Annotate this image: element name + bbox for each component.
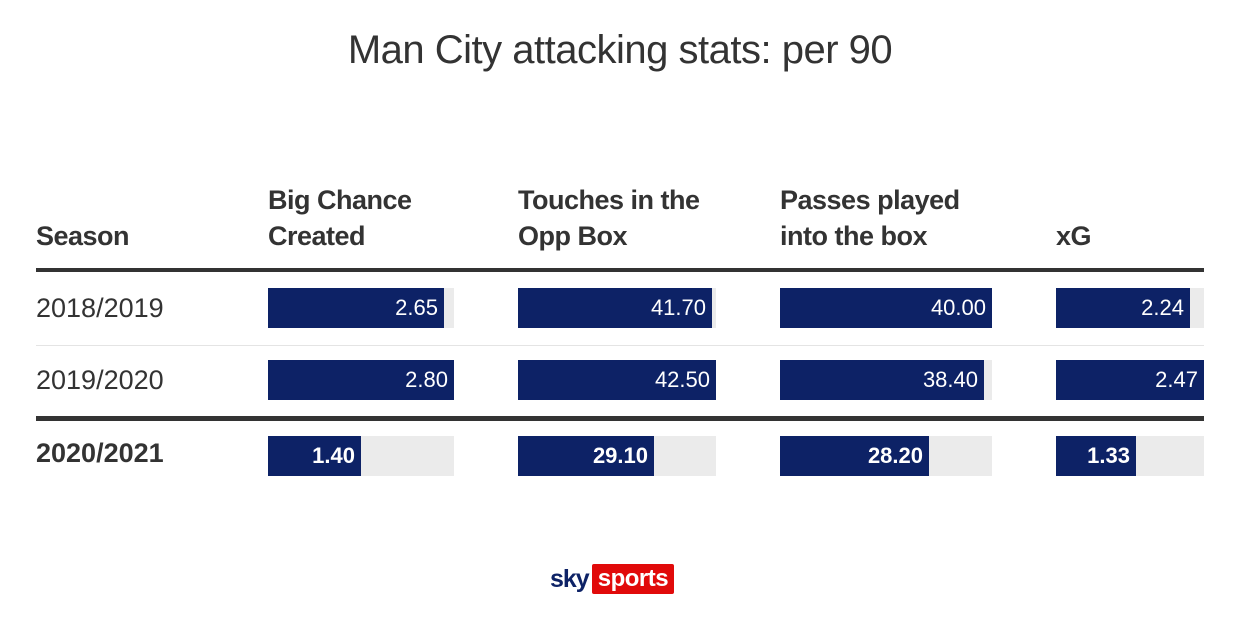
bar-track-passes-into-box-0: 40.00: [780, 288, 992, 328]
bar-track-xg-2: 1.33: [1056, 436, 1204, 476]
bar-touches-opp-box-2019-2020: 42.50: [518, 360, 716, 400]
bar-touches-opp-box-2020-2021: 29.10: [518, 436, 654, 476]
season-label-2020-2021: 2020/2021: [36, 438, 164, 468]
bar-xg-2018-2019: 2.24: [1056, 288, 1190, 328]
header-xg: xG: [1056, 221, 1092, 251]
bar-track-passes-into-box-1: 38.40: [780, 360, 992, 400]
bar-passes-into-box-2019-2020: 38.40: [780, 360, 984, 400]
highlight-rule: [36, 416, 1204, 421]
bar-xg-2020-2021: 1.33: [1056, 436, 1136, 476]
header-big-chance-created: Big Chance Created: [268, 182, 412, 254]
bar-big-chance-created-2018-2019: 2.65: [268, 288, 444, 328]
header-passes-into-box: Passes played into the box: [780, 182, 960, 254]
bar-touches-opp-box-2018-2019: 41.70: [518, 288, 712, 328]
bar-track-big-chance-created-1: 2.80: [268, 360, 454, 400]
logo-sky: sky: [550, 564, 590, 593]
bar-passes-into-box-2020-2021: 28.20: [780, 436, 929, 476]
header-big-chance-line1: Big Chance: [268, 185, 412, 215]
bar-track-xg-0: 2.24: [1056, 288, 1204, 328]
bar-big-chance-created-2019-2020: 2.80: [268, 360, 454, 400]
bar-track-touches-opp-box-1: 42.50: [518, 360, 716, 400]
bar-track-touches-opp-box-0: 41.70: [518, 288, 716, 328]
season-label-2019-2020: 2019/2020: [36, 365, 164, 395]
header-big-chance-line2: Created: [268, 221, 366, 251]
header-passes-line2: into the box: [780, 221, 927, 251]
season-label-2018-2019: 2018/2019: [36, 293, 164, 323]
bar-track-big-chance-created-0: 2.65: [268, 288, 454, 328]
logo-sports: sports: [591, 564, 675, 594]
bar-passes-into-box-2018-2019: 40.00: [780, 288, 992, 328]
bar-track-passes-into-box-2: 28.20: [780, 436, 992, 476]
bar-big-chance-created-2020-2021: 1.40: [268, 436, 361, 476]
header-season: Season: [36, 221, 130, 251]
chart-title: Man City attacking stats: per 90: [347, 28, 893, 72]
header-touches-line2: Opp Box: [518, 221, 627, 251]
bar-xg-2019-2020: 2.47: [1056, 360, 1204, 400]
header-passes-line1: Passes played: [780, 185, 960, 215]
header-rule: [36, 268, 1204, 272]
bar-track-xg-1: 2.47: [1056, 360, 1204, 400]
sky-sports-logo: sky sports: [550, 564, 675, 594]
bar-track-touches-opp-box-2: 29.10: [518, 436, 716, 476]
header-touches-line1: Touches in the: [518, 185, 700, 215]
row-divider: [36, 345, 1204, 346]
bar-track-big-chance-created-2: 1.40: [268, 436, 454, 476]
header-touches-opp-box: Touches in the Opp Box: [518, 182, 700, 254]
